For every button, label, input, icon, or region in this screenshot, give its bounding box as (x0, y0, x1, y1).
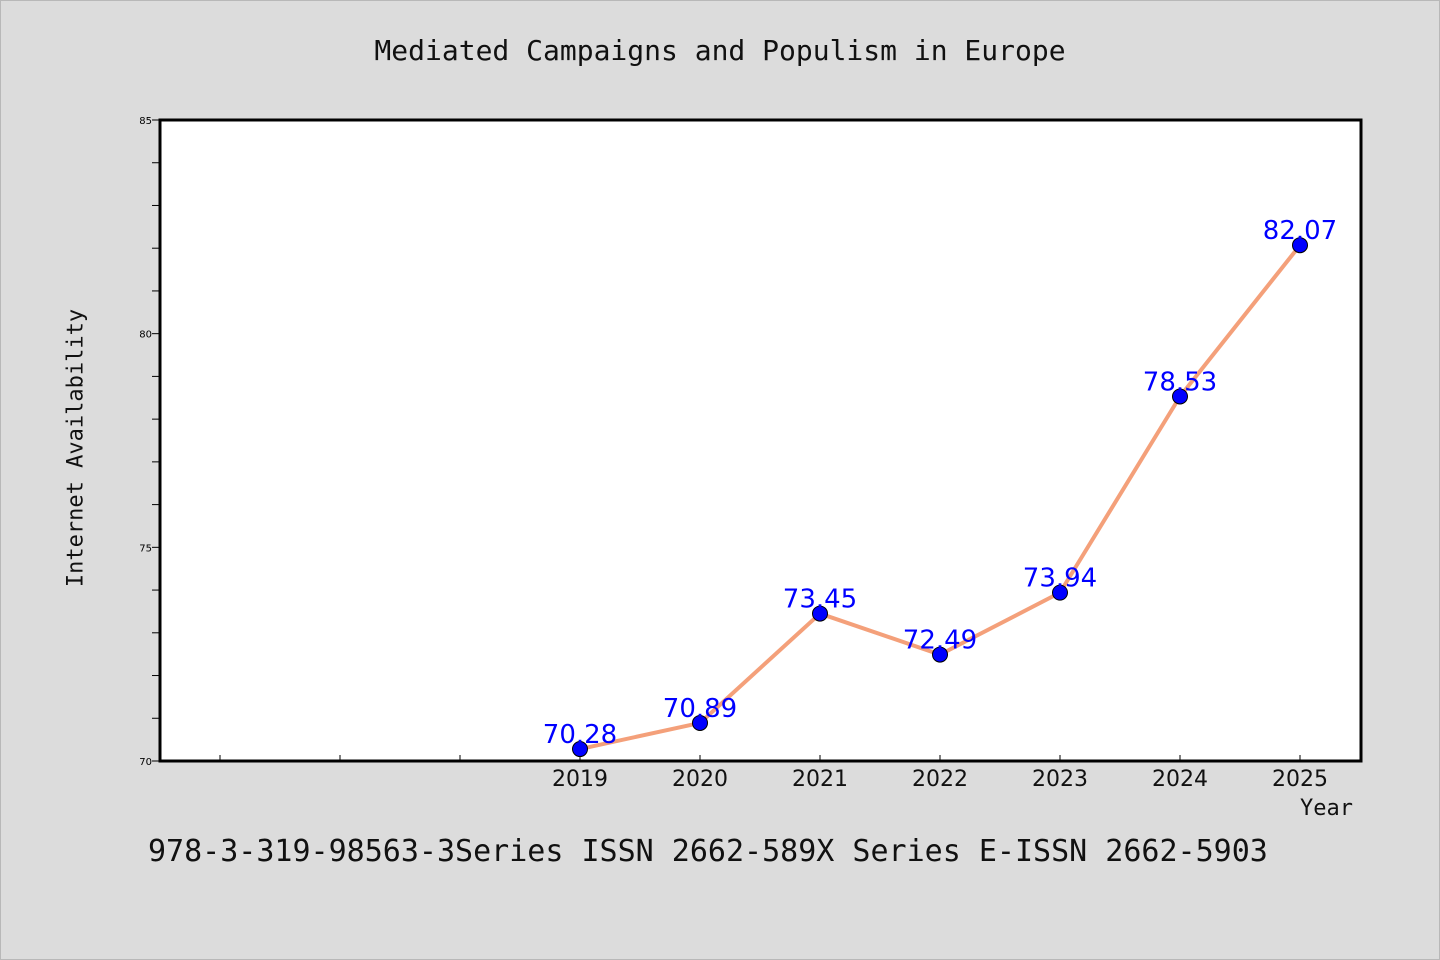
x-ticks: 2019 2020 2021 2022 2023 2024 2025 (219, 755, 1328, 792)
data-point (932, 646, 948, 663)
x-tick-label: 2022 (912, 767, 968, 792)
data-labels: 70.28 70.89 73.45 72.49 73.94 78.53 82.07 (543, 216, 1337, 750)
data-point (1172, 388, 1188, 405)
data-label: 78.53 (1143, 367, 1217, 397)
data-label: 70.89 (663, 694, 737, 724)
y-tick-label: 85 (139, 116, 152, 127)
data-label: 73.94 (1023, 564, 1097, 594)
data-label: 73.45 (783, 585, 857, 615)
data-label: 70.28 (543, 720, 617, 750)
data-point (1292, 237, 1308, 254)
y-tick-label: 70 (139, 757, 152, 768)
footer-note: 978-3-319-98563-3Series ISSN 2662-589X S… (148, 834, 1268, 869)
x-tick-label: 2024 (1152, 767, 1208, 792)
x-axis-label: Year (1300, 796, 1353, 821)
x-tick-label: 2025 (1272, 767, 1328, 792)
data-label: 72.49 (903, 626, 977, 656)
plot-area (158, 118, 1363, 763)
data-markers (572, 237, 1308, 758)
y-ticks: 70 75 80 85 (139, 116, 159, 768)
x-tick-label: 2021 (792, 767, 848, 792)
data-point (1052, 584, 1068, 601)
x-tick-label: 2023 (1032, 767, 1088, 792)
data-point (812, 605, 828, 622)
data-point (692, 714, 708, 731)
chart-title: Mediated Campaigns and Populism in Europ… (374, 34, 1066, 67)
x-tick-label: 2020 (672, 767, 728, 792)
data-label: 82.07 (1263, 216, 1337, 246)
y-tick-label: 75 (139, 543, 152, 554)
data-point (572, 741, 588, 758)
y-tick-label: 80 (139, 330, 152, 341)
x-tick-label: 2019 (552, 767, 608, 792)
